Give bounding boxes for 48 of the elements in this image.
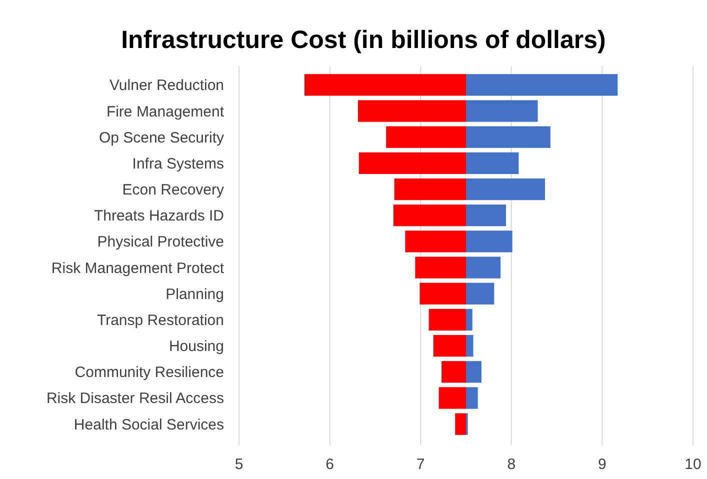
y-tick-label: Health Social Services <box>74 416 224 434</box>
y-tick-label: Infra Systems <box>132 155 224 172</box>
bar <box>428 308 466 331</box>
y-tick-label: Econ Recovery <box>122 182 224 199</box>
bar <box>386 126 466 148</box>
y-tick-label: Physical Protective <box>97 234 224 251</box>
bar <box>394 178 466 200</box>
y-tick-label: Community Resilience <box>74 364 224 382</box>
x-tick-label: 6 <box>326 456 334 473</box>
bar <box>466 282 494 304</box>
bar <box>466 74 618 96</box>
y-tick-label: Vulner Reduction <box>109 77 224 94</box>
bar <box>358 100 466 122</box>
bar <box>420 282 466 304</box>
y-tick-label: Op Scene Security <box>98 129 224 146</box>
bar <box>304 74 466 96</box>
bar <box>466 230 512 252</box>
y-tick-label: Threats Hazards ID <box>94 208 224 225</box>
bar <box>466 178 545 200</box>
y-tick-label: Transp Restoration <box>96 312 224 329</box>
bar <box>415 256 466 278</box>
bar <box>466 308 472 331</box>
chart-title: Infrastructure Cost (in billions of dollars) <box>121 26 606 54</box>
x-tick-label: 8 <box>507 456 516 473</box>
bar <box>433 334 466 357</box>
y-tick-label: Housing <box>168 338 224 356</box>
bar <box>441 361 466 383</box>
bar <box>466 100 538 122</box>
bar <box>466 334 474 357</box>
bar <box>466 152 519 174</box>
bar <box>405 230 466 252</box>
bar <box>466 204 506 226</box>
bar <box>466 126 550 148</box>
bar <box>393 204 466 226</box>
y-tick-label: Risk Disaster Resil Access <box>46 390 224 408</box>
x-tick-label: 5 <box>234 456 244 473</box>
x-tick-label: 7 <box>416 456 425 473</box>
y-tick-label: Planning <box>166 286 224 303</box>
bar <box>358 152 466 174</box>
bar <box>438 387 466 409</box>
y-tick-label: Fire Management <box>106 103 225 120</box>
bar <box>466 387 478 409</box>
x-tick-label: 9 <box>598 456 606 473</box>
bar <box>455 413 466 435</box>
bar <box>466 256 501 278</box>
x-tick-label: 10 <box>684 456 702 473</box>
y-tick-label: Risk Management Protect <box>51 260 225 277</box>
bar <box>466 361 482 383</box>
